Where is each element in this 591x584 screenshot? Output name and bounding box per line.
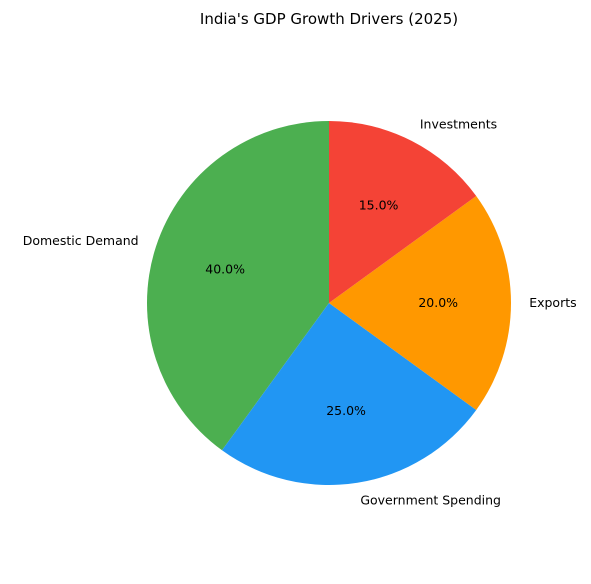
- pie-labels: 40.0% Domestic Demand 25.0% Government Spen…: [23, 117, 577, 508]
- pie-category-label: Government Spending: [360, 493, 501, 508]
- pie-pct-label: 40.0%: [205, 261, 245, 276]
- chart-title: India's GDP Growth Drivers (2025): [200, 10, 458, 28]
- pie-category-label: Investments: [420, 117, 497, 132]
- pie-slices: [147, 121, 512, 485]
- pie-slice-domestic-demand: [147, 121, 329, 451]
- pie-slice-government-spending: [222, 303, 477, 485]
- pie-slice-exports: [329, 196, 512, 410]
- pie-pct-label: 15.0%: [359, 198, 399, 213]
- pie-category-label: Domestic Demand: [23, 233, 139, 248]
- pie-category-label: Exports: [529, 295, 576, 310]
- pie-slice-investments: [329, 121, 477, 303]
- pie-pct-label: 20.0%: [418, 295, 458, 310]
- pie-pct-label: 25.0%: [326, 403, 366, 418]
